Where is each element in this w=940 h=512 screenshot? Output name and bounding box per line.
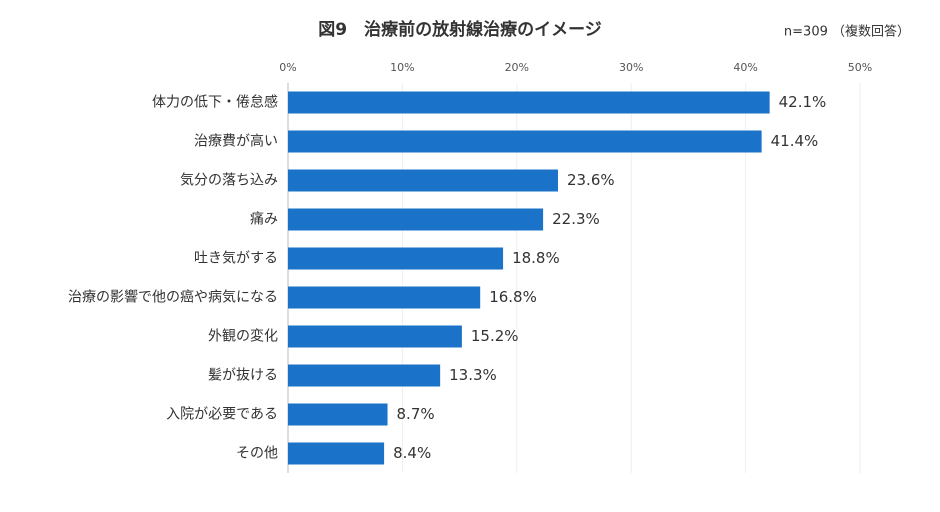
bar xyxy=(288,247,504,270)
y-tick-label: 入院が必要である xyxy=(166,407,278,423)
data-label: 23.6% xyxy=(567,171,615,189)
data-label: 13.3% xyxy=(449,366,497,384)
y-tick-label: 痛み xyxy=(250,211,278,228)
y-tick-label: 吐き気がする xyxy=(194,251,278,267)
data-label: 41.4% xyxy=(771,132,819,150)
data-label: 8.7% xyxy=(397,405,435,423)
bar xyxy=(288,91,770,114)
y-tick-label: 体力の低下・倦怠感 xyxy=(152,94,278,111)
data-label: 22.3% xyxy=(552,210,600,228)
bar xyxy=(288,403,388,426)
x-tick-label: 20% xyxy=(505,61,529,74)
bar xyxy=(288,208,544,231)
bar xyxy=(288,286,481,309)
x-tick-label: 40% xyxy=(733,61,757,74)
y-tick-label: 治療の影響で他の癌や病気になる xyxy=(68,289,278,306)
y-tick-label: 髪が抜ける xyxy=(208,368,278,384)
chart-title: 図9 治療前の放射線治療のイメージ xyxy=(318,19,602,40)
bar xyxy=(288,442,385,465)
y-tick-label: 外観の変化 xyxy=(208,328,278,345)
data-label: 42.1% xyxy=(779,93,827,111)
y-tick-label: 治療費が高い xyxy=(194,133,278,150)
x-tick-label: 50% xyxy=(848,61,872,74)
data-label: 8.4% xyxy=(393,444,431,462)
bar xyxy=(288,169,558,192)
bar xyxy=(288,325,462,348)
y-tick-label: その他 xyxy=(236,446,278,462)
data-label: 16.8% xyxy=(489,288,537,306)
x-tick-label: 0% xyxy=(279,61,296,74)
chart-subtitle: n=309 （複数回答） xyxy=(784,24,910,40)
y-tick-label: 気分の落ち込み xyxy=(180,173,278,189)
x-tick-label: 30% xyxy=(619,61,643,74)
data-label: 15.2% xyxy=(471,327,519,345)
bar xyxy=(288,130,762,153)
data-label: 18.8% xyxy=(512,249,560,267)
bar xyxy=(288,364,441,387)
x-tick-label: 10% xyxy=(390,61,414,74)
